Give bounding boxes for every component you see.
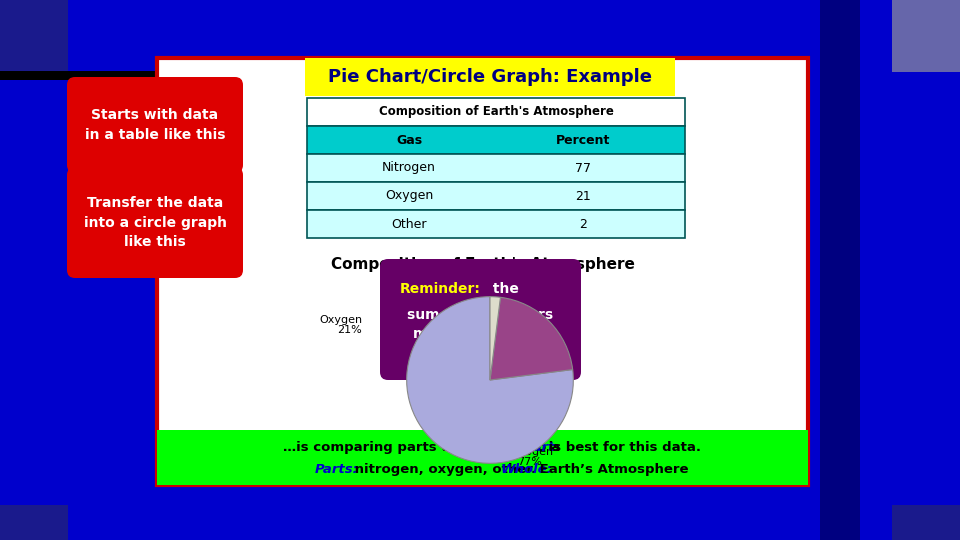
Bar — [157, 430, 808, 485]
Text: Other: Other — [392, 218, 427, 231]
Text: Earth’s Atmosphere: Earth’s Atmosphere — [535, 463, 688, 476]
Text: nitrogen, oxygen, other.: nitrogen, oxygen, other. — [349, 463, 540, 476]
Text: Oxygen: Oxygen — [385, 190, 433, 202]
Text: Composition of Earth's Atmosphere: Composition of Earth's Atmosphere — [378, 105, 613, 118]
Text: Pie Chart/Circle Graph: Example: Pie Chart/Circle Graph: Example — [328, 68, 652, 86]
Bar — [860, 0, 960, 540]
Wedge shape — [490, 298, 573, 380]
FancyBboxPatch shape — [380, 259, 581, 380]
Bar — [305, 58, 675, 96]
Bar — [820, 0, 960, 540]
Bar — [307, 154, 685, 182]
Bar — [892, 0, 960, 72]
Text: Gas: Gas — [396, 133, 422, 146]
Bar — [307, 98, 685, 126]
Wedge shape — [490, 296, 500, 380]
Bar — [0, 75, 160, 80]
Text: Starts with data
in a table like this: Starts with data in a table like this — [84, 108, 226, 141]
Text: 21: 21 — [575, 190, 590, 202]
Text: 2: 2 — [579, 218, 587, 231]
Bar — [157, 58, 808, 485]
FancyBboxPatch shape — [67, 167, 243, 278]
Bar — [307, 210, 685, 238]
Text: 77%: 77% — [517, 457, 542, 467]
Text: Percent: Percent — [556, 133, 611, 146]
Bar — [307, 126, 685, 154]
Text: Transfer the data
into a circle graph
like this: Transfer the data into a circle graph li… — [84, 196, 227, 249]
Text: Nitrogen: Nitrogen — [382, 161, 436, 174]
Bar — [892, 505, 960, 540]
Text: Oxygen: Oxygen — [319, 315, 362, 325]
Text: is best for this data.: is best for this data. — [543, 441, 701, 454]
Text: 2%: 2% — [497, 297, 515, 307]
Bar — [0, 71, 160, 77]
Text: Other: Other — [497, 287, 529, 297]
Text: 21%: 21% — [337, 325, 362, 335]
Text: Reminder:: Reminder: — [400, 282, 481, 296]
Text: Whole:: Whole: — [500, 463, 552, 476]
Wedge shape — [407, 296, 573, 463]
Text: sum of the sectors
must equal 100%: sum of the sectors must equal 100% — [407, 308, 554, 341]
Text: pie cart: pie cart — [497, 441, 555, 454]
Bar — [0, 0, 68, 72]
Text: the: the — [488, 282, 518, 296]
FancyBboxPatch shape — [67, 77, 243, 173]
Text: Parts:: Parts: — [315, 463, 359, 476]
Text: 77: 77 — [575, 161, 591, 174]
Text: Composition of Earth's Atmosphere: Composition of Earth's Atmosphere — [330, 258, 635, 273]
Text: Nitrogen: Nitrogen — [506, 447, 554, 457]
Text: …is comparing parts to a whole, so a: …is comparing parts to a whole, so a — [283, 441, 564, 454]
Bar — [307, 182, 685, 210]
Bar — [0, 505, 68, 540]
